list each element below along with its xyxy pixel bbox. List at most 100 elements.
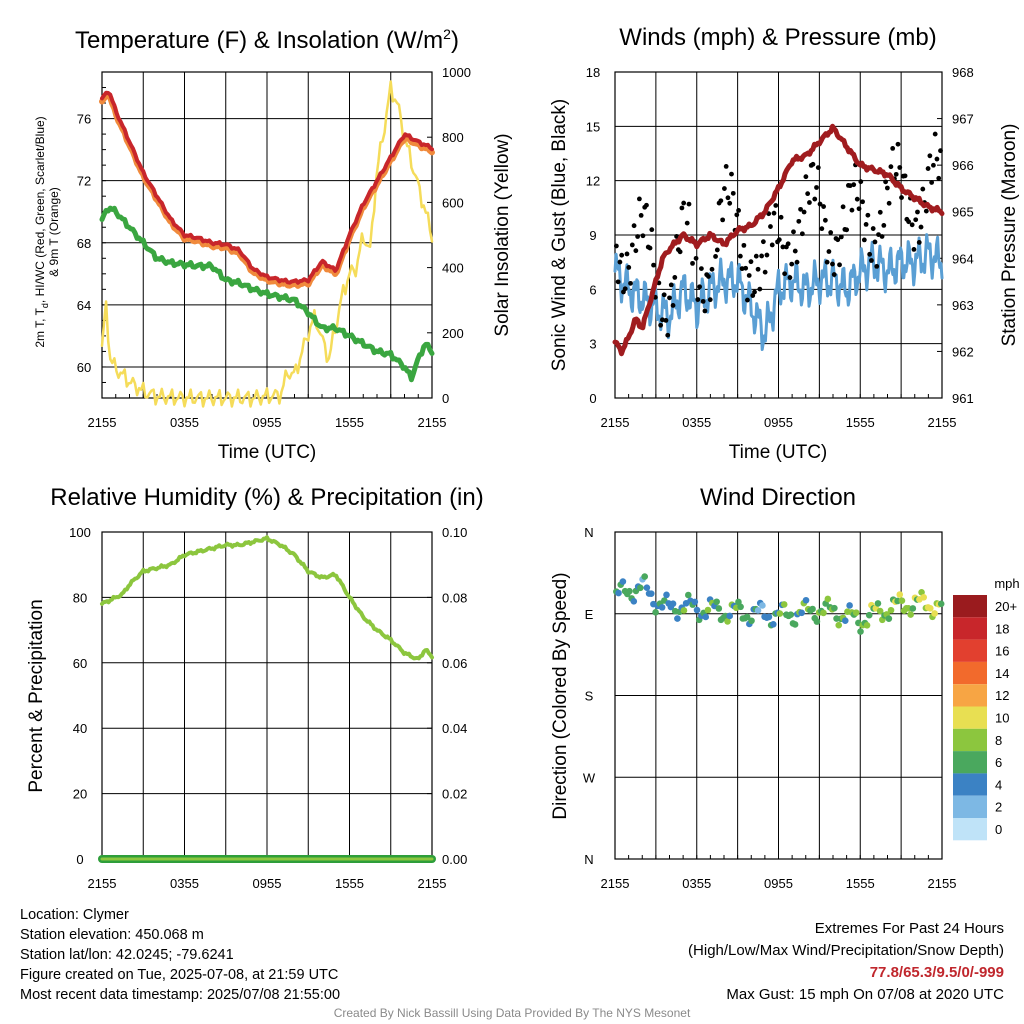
colorbar-label: 14 xyxy=(995,666,1009,681)
gust-point xyxy=(730,190,736,196)
direction-point xyxy=(852,609,860,616)
temp-xlabel: Time (UTC) xyxy=(218,442,317,463)
ytick-label: 76 xyxy=(77,112,91,127)
colorbar-label: 8 xyxy=(995,733,1002,748)
gust-point xyxy=(830,261,835,267)
gust-point xyxy=(702,308,708,314)
gust-point xyxy=(681,200,687,206)
gust-point xyxy=(780,244,786,250)
gust-point xyxy=(729,171,734,177)
gust-point xyxy=(778,214,784,220)
xtick-label: 2155 xyxy=(418,876,447,891)
gust-point xyxy=(739,266,745,272)
gust-point xyxy=(872,239,878,245)
gust-point xyxy=(931,162,936,168)
direction-panel-title: Wind Direction xyxy=(700,484,856,511)
meteogram-charts: Temperature (F) & Insolation (W/m2) Wind… xyxy=(26,24,1020,891)
direction-point xyxy=(831,604,838,612)
colorbar-swatch xyxy=(953,795,987,818)
gust-point xyxy=(658,322,664,328)
gust-point xyxy=(679,205,685,211)
direction-point xyxy=(863,622,871,629)
gust-point xyxy=(844,227,850,233)
direction-point xyxy=(876,607,884,615)
direction-point xyxy=(737,603,744,611)
gust-point xyxy=(626,265,632,270)
direction-point xyxy=(652,609,659,616)
gust-point xyxy=(690,260,695,266)
gust-point xyxy=(755,266,761,272)
gust-point xyxy=(677,249,683,255)
ytick-label: 0 xyxy=(76,852,83,867)
gust-point xyxy=(936,175,942,181)
gust-point xyxy=(734,212,740,218)
gust-point xyxy=(810,161,816,167)
gust-point xyxy=(636,196,642,202)
station-location: Location: Clymer xyxy=(20,907,129,923)
y2tick-label: 965 xyxy=(952,205,974,220)
gust-point xyxy=(743,265,749,271)
pressure-line xyxy=(612,123,945,357)
gust-point xyxy=(792,248,798,254)
colorbar-swatch xyxy=(953,595,987,618)
gust-point xyxy=(629,242,635,248)
xtick-label: 0355 xyxy=(170,876,199,891)
y2tick-label: 963 xyxy=(952,298,974,313)
gust-point xyxy=(897,165,903,170)
gust-point xyxy=(791,229,796,235)
station-elevation: Station elevation: 450.068 m xyxy=(20,927,204,943)
gust-point xyxy=(709,266,715,272)
xtick-label: 1555 xyxy=(335,876,364,891)
colorbar-label: 20+ xyxy=(995,599,1017,614)
gust-point xyxy=(746,273,752,278)
xtick-label: 0955 xyxy=(764,876,793,891)
gust-point xyxy=(635,234,641,239)
gust-point xyxy=(822,217,828,223)
gust-point xyxy=(911,246,917,252)
ytick-label: 20 xyxy=(73,787,87,802)
gust-point xyxy=(773,203,779,208)
gust-point xyxy=(737,253,743,259)
gust-point xyxy=(934,156,940,162)
direction-point xyxy=(874,600,882,607)
gust-point xyxy=(661,292,667,298)
gust-point xyxy=(794,259,800,265)
gust-point xyxy=(828,230,834,235)
ytick-label: 68 xyxy=(77,236,91,251)
colorbar-label: 12 xyxy=(995,688,1009,703)
gust-point xyxy=(667,295,672,301)
xtick-label: 1555 xyxy=(335,415,364,430)
gust-point xyxy=(923,208,929,214)
direction-point xyxy=(615,589,622,597)
y2tick-label: 0.08 xyxy=(442,590,467,605)
ytick-label: N xyxy=(584,525,593,540)
gust-point xyxy=(870,226,876,231)
gust-point xyxy=(865,212,871,218)
colorbar-swatch xyxy=(953,728,987,752)
colorbar-swatch xyxy=(953,751,987,774)
y2tick-label: 800 xyxy=(442,130,464,145)
direction-point xyxy=(865,611,873,619)
xtick-label: 2155 xyxy=(928,876,957,891)
xtick-label: 1555 xyxy=(846,876,875,891)
xtick-label: 2155 xyxy=(418,415,447,430)
ytick-label: 18 xyxy=(586,65,600,80)
sonic-wind-line xyxy=(613,233,944,351)
direction-point xyxy=(798,609,805,617)
ytick-label: 64 xyxy=(77,298,91,313)
y2tick-label: 600 xyxy=(442,195,464,210)
gust-point xyxy=(861,237,867,243)
colorbar-label: 2 xyxy=(995,800,1002,815)
xtick-label: 0355 xyxy=(682,876,711,891)
gust-point xyxy=(840,204,846,210)
y2tick-label: 200 xyxy=(442,326,464,341)
xtick-label: 0955 xyxy=(253,876,282,891)
xtick-label: 0355 xyxy=(170,415,199,430)
direction-point xyxy=(691,598,699,606)
gust-point xyxy=(707,297,713,303)
temp-ylabel-line2: & 9m T (Orange) xyxy=(47,187,61,277)
direction-point xyxy=(787,611,795,619)
y2tick-label: 1000 xyxy=(442,65,471,80)
direction-point xyxy=(835,621,843,629)
temp-ylabel: 2m T, Td, HI/WC (Red, Green, Scarlet/Blu… xyxy=(33,116,50,347)
